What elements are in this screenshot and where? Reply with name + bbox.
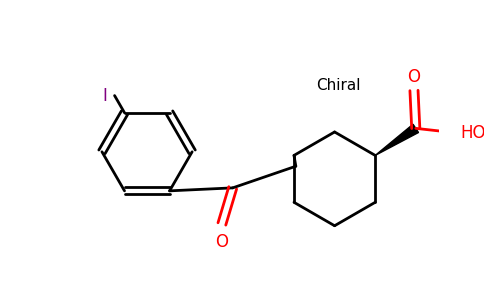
Text: O: O xyxy=(215,233,228,251)
Polygon shape xyxy=(375,124,419,155)
Text: Chiral: Chiral xyxy=(316,78,361,93)
Text: I: I xyxy=(103,87,107,105)
Text: HO: HO xyxy=(460,124,484,142)
Text: O: O xyxy=(408,68,421,86)
